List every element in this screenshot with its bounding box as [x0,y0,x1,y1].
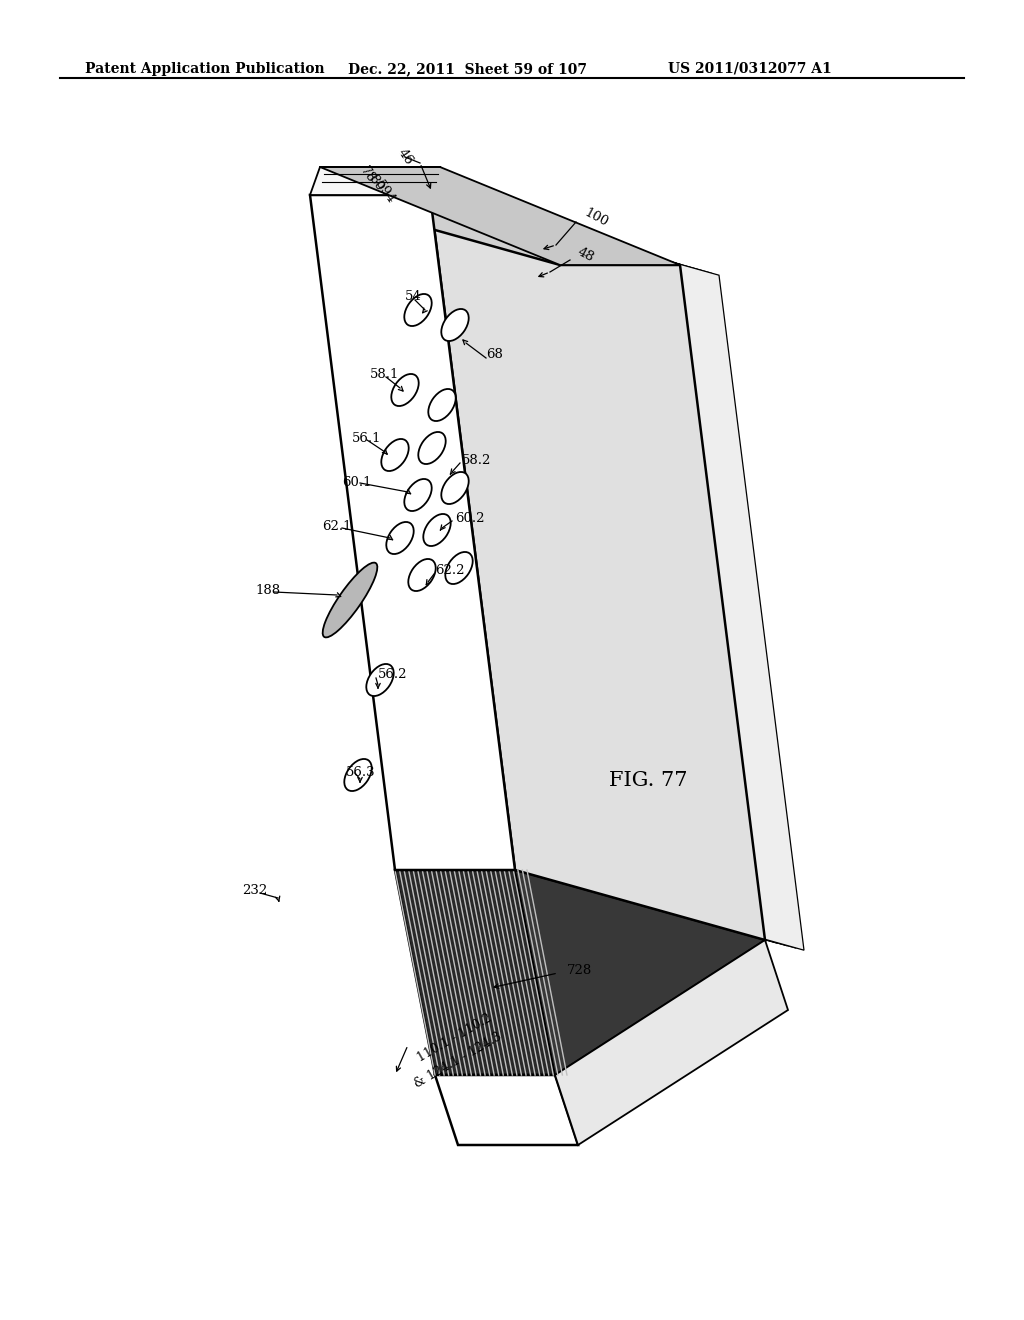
Text: 58.1: 58.1 [370,368,399,381]
Text: 60.1: 60.1 [342,475,372,488]
Polygon shape [395,870,555,1074]
Polygon shape [453,201,787,945]
Polygon shape [555,940,788,1144]
Text: 56.1: 56.1 [352,432,382,445]
Text: 54: 54 [406,290,422,304]
Ellipse shape [423,513,451,546]
Ellipse shape [381,440,409,471]
Polygon shape [319,168,680,265]
Polygon shape [515,870,765,1074]
Ellipse shape [323,562,377,638]
Ellipse shape [404,294,432,326]
Ellipse shape [391,374,419,407]
Ellipse shape [428,389,456,421]
Text: Patent Application Publication: Patent Application Publication [85,62,325,77]
Text: 58.2: 58.2 [462,454,492,466]
Text: 56.3: 56.3 [346,766,376,779]
Text: US 2011/0312077 A1: US 2011/0312077 A1 [668,62,831,77]
Ellipse shape [441,309,469,341]
Text: 80: 80 [366,173,386,194]
Text: 232: 232 [242,883,267,896]
Text: 62.1: 62.1 [322,520,351,533]
Polygon shape [435,1074,578,1144]
Ellipse shape [404,479,432,511]
Ellipse shape [367,664,393,696]
Text: 56.2: 56.2 [378,668,408,681]
Text: 78: 78 [357,165,378,186]
Text: 68: 68 [486,348,503,362]
Text: 46: 46 [395,147,415,168]
Text: 728: 728 [567,964,592,977]
Ellipse shape [344,759,372,791]
Ellipse shape [441,473,469,504]
Text: Dec. 22, 2011  Sheet 59 of 107: Dec. 22, 2011 Sheet 59 of 107 [348,62,587,77]
Ellipse shape [386,521,414,554]
Text: 48: 48 [575,246,596,265]
Text: 100: 100 [582,206,610,230]
Text: 188: 188 [255,583,281,597]
Polygon shape [461,203,797,948]
Ellipse shape [445,552,473,583]
Ellipse shape [409,558,435,591]
Text: 60.2: 60.2 [455,511,484,524]
Polygon shape [310,168,440,195]
Polygon shape [430,195,765,940]
Text: 62.2: 62.2 [435,564,465,577]
Polygon shape [441,198,776,942]
Text: 110.1 - 110.2: 110.1 - 110.2 [415,1011,494,1064]
Polygon shape [310,195,680,265]
Text: & 124.1 - 124.3: & 124.1 - 124.3 [412,1030,504,1090]
Text: 594: 594 [373,178,397,206]
Ellipse shape [418,432,445,465]
Text: FIG. 77: FIG. 77 [608,771,687,789]
Polygon shape [310,195,515,870]
Polygon shape [469,205,804,950]
